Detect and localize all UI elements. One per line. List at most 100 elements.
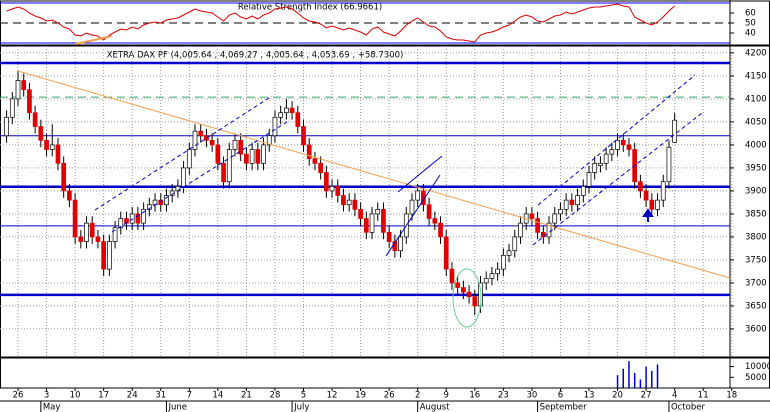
candle-body [443, 236, 449, 270]
candle-body [215, 144, 221, 164]
candle-body [346, 199, 352, 206]
highlight-ellipse [452, 268, 482, 328]
candle-body [101, 241, 107, 270]
candle-body [466, 291, 472, 298]
candle-body [129, 213, 135, 224]
x-tick-label: 23 [498, 391, 509, 401]
candle-body [209, 139, 215, 146]
channel-line [532, 112, 703, 246]
y-tick-label: 3900 [745, 186, 767, 196]
x-tick-label: 7 [187, 391, 192, 401]
candle-body [112, 227, 118, 242]
x-tick-label: 28 [270, 391, 281, 401]
channel-line [397, 155, 443, 193]
candle-body [495, 268, 500, 275]
channel-line [537, 74, 696, 206]
candle-body [146, 204, 152, 210]
candle-body [426, 204, 432, 219]
channel-line [385, 174, 441, 257]
y-tick-label: 10000 [745, 362, 770, 372]
month-label: May [43, 403, 61, 412]
candle-body [61, 162, 67, 192]
candle-body [335, 185, 341, 196]
x-tick-label: 31 [155, 391, 166, 401]
candle-body [306, 144, 312, 160]
candle-body [204, 135, 209, 141]
candle-body [512, 236, 518, 252]
candle-body [27, 89, 32, 114]
candle-body [575, 195, 580, 206]
candle-body [483, 277, 489, 284]
candle-body [586, 172, 592, 187]
candle-body [238, 139, 244, 155]
candle-body [580, 185, 586, 196]
candle-body [266, 135, 272, 146]
candle-body [438, 222, 443, 238]
chart-title: XETRA DAX PF (4,005.64 , 4,069.27 , 4,00… [107, 51, 404, 61]
rsi-title: Relative Strength Index (66.9661) [238, 3, 382, 13]
candle-body [21, 80, 27, 91]
candle-body [535, 218, 540, 233]
candle-body [558, 208, 563, 215]
candle-body [386, 231, 392, 242]
candle-body [540, 231, 546, 238]
candle-body [232, 139, 238, 150]
candle-body [164, 195, 169, 206]
y-tick-label: 4150 [745, 71, 767, 81]
x-tick-label: 16 [469, 391, 480, 401]
candle-body [301, 126, 306, 146]
candle-body [198, 130, 204, 137]
y-tick-label: 5000 [745, 373, 767, 383]
y-tick-label: 60 [745, 9, 756, 19]
candle-body [655, 199, 660, 210]
y-tick-label: 3800 [745, 232, 767, 242]
x-tick-label: 6 [558, 391, 563, 401]
x-tick-label: 14 [212, 391, 223, 401]
y-tick-label: 3600 [745, 324, 767, 334]
candle-body [461, 287, 466, 293]
candle-body [472, 296, 478, 307]
candle-body [295, 112, 301, 127]
y-tick-label: 4050 [745, 117, 767, 127]
candle-body [89, 222, 95, 238]
candle-body [341, 195, 346, 206]
trendline [17, 70, 731, 279]
candle-body [226, 149, 232, 183]
x-tick-label: 5 [301, 391, 306, 401]
candle-body [563, 199, 569, 210]
candle-body [643, 190, 649, 201]
candle-body [358, 208, 363, 219]
candle-body [78, 236, 84, 242]
candle-body [369, 213, 375, 233]
candle-body [221, 162, 226, 183]
candle-body [278, 112, 284, 118]
x-tick-label: 26 [13, 391, 24, 401]
y-tick-label: 4000 [745, 140, 767, 150]
candle-body [141, 208, 146, 224]
candle-body [49, 144, 55, 150]
y-tick-label: 4200 [745, 48, 767, 58]
candle-body [4, 116, 9, 137]
candle-body [32, 112, 38, 127]
candle-body [598, 162, 603, 166]
x-tick-label: 27 [641, 391, 652, 401]
candle-body [72, 199, 78, 238]
candle-body [186, 149, 192, 169]
x-tick-label: 17 [98, 391, 109, 401]
arrow [642, 208, 654, 222]
y-tick-label: 3750 [745, 255, 767, 265]
month-label: October [671, 403, 706, 412]
candle-body [9, 98, 15, 118]
candle-body [312, 158, 318, 164]
candle-body [192, 130, 198, 150]
candle-body [455, 282, 461, 288]
y-tick-label: 4100 [745, 94, 767, 104]
candle-body [546, 222, 552, 238]
candle-body [95, 236, 101, 242]
candle-body [649, 199, 655, 210]
candle-body [603, 153, 609, 164]
candle-body [44, 139, 49, 150]
candle-body [398, 236, 403, 252]
candle-body [501, 254, 506, 270]
